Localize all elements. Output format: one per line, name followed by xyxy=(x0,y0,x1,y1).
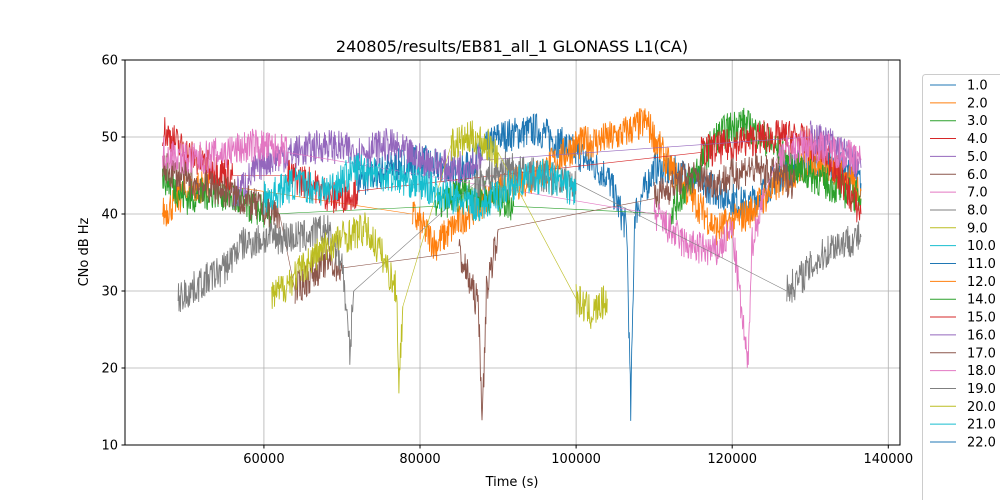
legend-label-15.0: 15.0 xyxy=(967,311,996,326)
legend-box xyxy=(922,74,1000,500)
y-tick-label: 60 xyxy=(101,54,118,69)
series-10.0-line xyxy=(263,153,577,222)
series-7.0-connector xyxy=(287,152,655,215)
x-tick-label: 120000 xyxy=(707,452,757,467)
series-5.0-connector xyxy=(482,136,811,161)
series-7.0-line xyxy=(778,130,862,175)
series-6.0-line xyxy=(294,243,343,304)
legend-label-8.0: 8.0 xyxy=(967,203,988,218)
legend-label-11.0: 11.0 xyxy=(967,257,996,272)
series-8.0-line xyxy=(177,214,355,365)
ticks: 60000 80000 100000 120000 140000 10 20 30 40 50 60 xyxy=(101,54,913,468)
x-tick-label: 140000 xyxy=(863,452,913,467)
legend-label-10.0: 10.0 xyxy=(967,239,996,254)
legend-label-6.0: 6.0 xyxy=(967,168,988,183)
series-8.0-connector xyxy=(575,182,787,292)
series-9.0-line xyxy=(575,284,608,329)
series-9.0-line xyxy=(271,212,404,394)
grid xyxy=(125,59,900,446)
y-tick-label: 30 xyxy=(101,285,118,300)
series-9.0-connector xyxy=(402,144,452,307)
legend-label-2.0: 2.0 xyxy=(967,96,988,111)
series-6.0-connector xyxy=(498,198,655,230)
legend-label-9.0: 9.0 xyxy=(967,221,988,236)
legend-label-12.0: 12.0 xyxy=(967,275,996,290)
x-axis-label: Time (s) xyxy=(485,475,539,490)
series-8.0-line xyxy=(786,221,862,303)
legend: 1.0 2.0 3.0 4.0 5.0 6.0 7.0 8.0 9.0 10.0 11.0 12.0 1… xyxy=(922,74,1000,500)
y-tick-label: 20 xyxy=(101,362,118,377)
legend-label-17.0: 17.0 xyxy=(967,346,996,361)
legend-label-21.0: 21.0 xyxy=(967,418,996,433)
y-tick-label: 50 xyxy=(101,131,118,146)
series-6.0-line xyxy=(458,229,499,421)
series-9.0-connector xyxy=(497,152,577,299)
series-3.0-connector xyxy=(271,206,436,215)
legend-label-3.0: 3.0 xyxy=(967,114,988,129)
chart-title: 240805/results/EB81_all_1 GLONASS L1(CA) xyxy=(336,37,688,57)
legend-label-20.0: 20.0 xyxy=(967,400,996,415)
y-axis-label: CNo dB Hz xyxy=(77,217,92,286)
x-tick-label: 80000 xyxy=(399,452,440,467)
legend-label-16.0: 16.0 xyxy=(967,328,996,343)
legend-label-1.0: 1.0 xyxy=(967,79,988,94)
series-6.0-connector xyxy=(341,252,460,269)
axes-frame xyxy=(124,59,901,446)
series-7.0-line xyxy=(162,128,288,174)
series-5.0-line xyxy=(809,120,862,180)
series-6.0-connector xyxy=(279,213,296,292)
series-3.0-line xyxy=(669,107,862,231)
legend-label-18.0: 18.0 xyxy=(967,364,996,379)
series-6.0-line xyxy=(653,152,796,211)
series-3.0-connector xyxy=(513,206,670,215)
x-tick-label: 100000 xyxy=(551,452,601,467)
legend-label-4.0: 4.0 xyxy=(967,132,988,147)
series-9.0-line xyxy=(450,120,499,168)
legend-label-19.0: 19.0 xyxy=(967,382,996,397)
series-lines xyxy=(162,107,862,421)
legend-label-14.0: 14.0 xyxy=(967,293,996,308)
y-tick-label: 40 xyxy=(101,208,118,223)
legend-label-7.0: 7.0 xyxy=(967,186,988,201)
series-7.0-connector xyxy=(763,152,780,199)
series-7.0-line xyxy=(653,188,764,368)
legend-label-22.0: 22.0 xyxy=(967,436,996,451)
series-6.0-line xyxy=(162,152,280,229)
x-tick-label: 60000 xyxy=(243,452,284,467)
legend-label-5.0: 5.0 xyxy=(967,150,988,165)
y-tick-label: 10 xyxy=(101,439,118,454)
